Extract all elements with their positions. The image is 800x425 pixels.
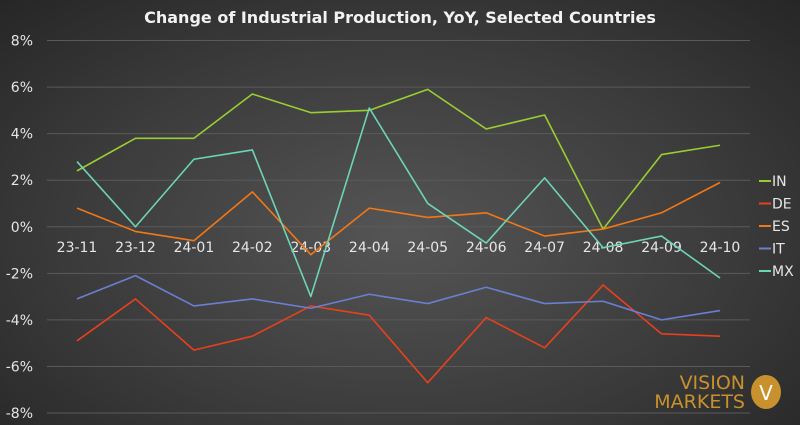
x-tick-label: 24-10 <box>700 240 741 256</box>
y-axis-ticks: 8% 6% 4% 2% 0% -2% -4% -6% -8% <box>6 34 33 423</box>
y-tick-label: -6% <box>6 359 33 375</box>
y-tick-label: 8% <box>11 34 33 50</box>
series-line-es <box>76 181 721 256</box>
logo-mark: V <box>759 381 773 405</box>
logo-text-2: MARKETS <box>654 391 745 413</box>
x-tick-label: 24-02 <box>232 240 273 256</box>
x-tick-label: 24-06 <box>466 240 507 256</box>
legend-label-de: DE <box>772 197 792 213</box>
x-tick-label: 24-04 <box>349 240 390 256</box>
y-tick-label: -8% <box>6 406 33 422</box>
y-tick-label: 4% <box>11 127 33 143</box>
y-tick-label: 0% <box>11 220 33 236</box>
x-tick-label: 24-07 <box>524 240 565 256</box>
chart-title: Change of Industrial Production, YoY, Se… <box>144 8 656 27</box>
x-tick-label: 23-11 <box>57 240 98 256</box>
y-tick-label: 2% <box>11 173 33 189</box>
series-lines <box>76 88 721 384</box>
legend-label-it: IT <box>772 242 785 258</box>
series-line-in <box>76 88 721 230</box>
y-tick-label: -2% <box>6 266 33 282</box>
x-tick-label: 24-05 <box>407 240 448 256</box>
legend-label-es: ES <box>772 219 790 235</box>
x-axis-ticks: 23-11 23-12 24-01 24-02 24-03 24-04 24-05 24-06… <box>57 240 741 256</box>
series-line-de <box>76 284 721 384</box>
x-tick-label: 24-01 <box>174 240 215 256</box>
x-tick-label: 23-12 <box>115 240 156 256</box>
gridlines <box>47 40 750 414</box>
logo-badge <box>751 375 781 409</box>
legend-label-in: IN <box>772 174 787 190</box>
y-tick-label: -4% <box>6 313 33 329</box>
legend-label-mx: MX <box>772 264 794 280</box>
legend: IN DE ES IT MX <box>759 174 794 280</box>
vision-markets-logo: VISION MARKETS V <box>654 372 781 413</box>
series-line-mx <box>76 107 721 298</box>
logo-text-1: VISION <box>680 372 745 394</box>
y-tick-label: 6% <box>11 80 33 96</box>
series-line-it <box>76 274 721 321</box>
x-tick-label: 24-09 <box>641 240 682 256</box>
